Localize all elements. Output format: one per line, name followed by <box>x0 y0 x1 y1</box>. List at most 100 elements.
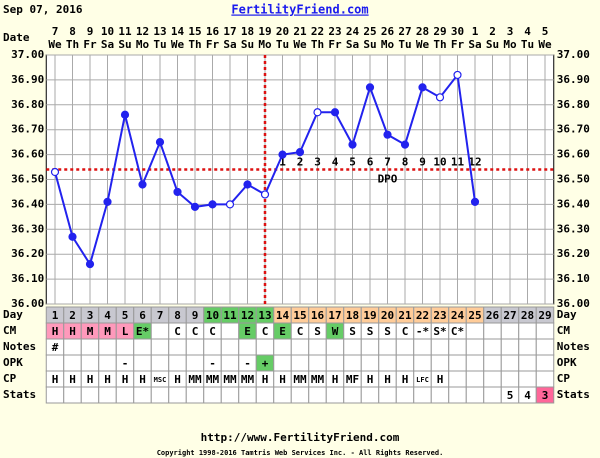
cell <box>430 338 450 356</box>
cell-text: H <box>69 325 76 338</box>
cell-text: M <box>87 325 94 338</box>
cell <box>168 338 187 356</box>
y-tick-label: 36.60 <box>11 148 44 161</box>
y-tick-label-right: 36.50 <box>557 173 590 186</box>
y-tick-label-right: 36.00 <box>557 297 590 310</box>
date-label: 3 <box>507 25 514 38</box>
cell <box>448 386 467 404</box>
weekday-label: Sa <box>346 38 359 51</box>
dpo-label: 2 <box>297 156 304 169</box>
day-number: 3 <box>87 309 94 322</box>
dpo-label: 10 <box>433 156 446 169</box>
weekday-label: We <box>171 38 185 51</box>
cell <box>220 386 240 404</box>
cell-text: - <box>122 357 129 370</box>
cell <box>168 354 187 372</box>
day-number: 15 <box>293 309 306 322</box>
cell <box>150 338 170 356</box>
date-label: 15 <box>188 25 201 38</box>
cell <box>378 338 397 356</box>
cell <box>465 354 485 372</box>
y-tick-label: 36.30 <box>11 222 44 235</box>
y-tick-label-right: 36.30 <box>557 222 590 235</box>
day-number: 14 <box>276 309 290 322</box>
date-label: 7 <box>52 25 59 38</box>
date-label: 20 <box>276 25 289 38</box>
row-label: CP <box>3 372 17 385</box>
cell-text: C <box>192 325 199 338</box>
cell <box>255 386 275 404</box>
site-link[interactable]: FertilityFriend.com <box>231 3 368 17</box>
cell <box>150 322 170 340</box>
weekday-label: Fr <box>328 38 342 51</box>
day-number: 27 <box>503 309 516 322</box>
day-number: 13 <box>258 309 271 322</box>
cell-text: C <box>402 325 409 338</box>
cell <box>220 354 240 372</box>
day-number: 22 <box>416 309 429 322</box>
date-label: Date <box>3 31 30 44</box>
cell <box>448 370 467 388</box>
cell-text: MM <box>311 373 325 386</box>
cell <box>535 354 555 372</box>
date-label: 5 <box>542 25 549 38</box>
weekday-label: Sa <box>101 38 114 51</box>
cell <box>150 386 170 404</box>
cell-text: C <box>262 325 269 338</box>
cell <box>483 370 502 388</box>
cell <box>133 354 152 372</box>
cell-text: C <box>209 325 216 338</box>
day-number: 20 <box>381 309 394 322</box>
temperature-point <box>103 197 112 207</box>
temperature-point <box>295 148 305 157</box>
row-label-right: Stats <box>557 388 590 401</box>
cell-text: S <box>384 325 391 338</box>
weekday-label: Sa <box>223 38 236 51</box>
temperature-point <box>243 180 252 189</box>
temperature-point <box>155 138 165 147</box>
cell <box>518 338 537 356</box>
temperature-point <box>50 167 60 177</box>
date-label: 11 <box>118 25 132 38</box>
footer-url[interactable]: http://www.FertilityFriend.com <box>201 431 400 444</box>
weekday-label: Su <box>241 38 254 51</box>
dpo-label: 12 <box>468 156 481 169</box>
temperature-point <box>330 108 340 117</box>
y-tick-label: 36.40 <box>11 197 44 210</box>
y-tick-label-right: 36.40 <box>557 197 590 210</box>
dpo-label: 5 <box>349 156 356 169</box>
weekday-label: Tu <box>521 38 534 51</box>
weekday-label: Sa <box>468 38 481 51</box>
day-number: 28 <box>521 309 534 322</box>
cell-text: MM <box>293 373 307 386</box>
cell <box>413 386 432 404</box>
date-label: 18 <box>241 25 254 38</box>
day-number: 5 <box>122 309 129 322</box>
cell <box>45 386 65 404</box>
row-label: Notes <box>3 340 36 353</box>
day-number: 11 <box>223 309 237 322</box>
cell-text: S <box>367 325 374 338</box>
row-label: Day <box>3 308 23 321</box>
temperature-point <box>85 260 95 269</box>
cell-text: -* <box>416 325 429 338</box>
row-label: CM <box>3 324 17 337</box>
weekday-label: Fr <box>83 38 97 51</box>
cell <box>500 338 520 356</box>
weekday-label: Mo <box>136 38 150 51</box>
day-number: 1 <box>52 309 59 322</box>
row-label: Stats <box>3 388 36 401</box>
cell <box>395 386 415 404</box>
temperature-point <box>348 140 357 149</box>
row-label-right: OPK <box>557 356 577 369</box>
temperature-point <box>120 110 130 119</box>
row-label-right: Day <box>557 308 577 321</box>
cell <box>343 386 362 404</box>
weekday-label: Su <box>118 38 131 51</box>
row-label-right: Notes <box>557 340 590 353</box>
cell <box>378 354 397 372</box>
y-tick-label: 36.00 <box>11 297 44 310</box>
cell-text: S <box>314 325 321 338</box>
cell-text: H <box>87 373 94 386</box>
cell <box>290 386 310 404</box>
